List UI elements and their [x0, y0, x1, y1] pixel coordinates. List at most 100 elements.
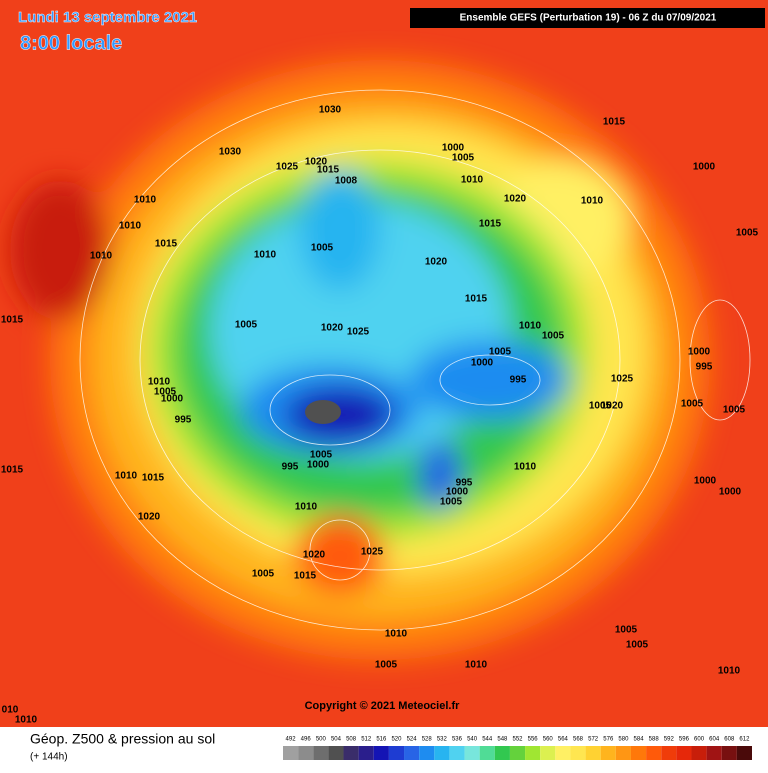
- scale-label: 580: [618, 737, 629, 743]
- scale-swatch: [373, 746, 389, 760]
- scale-swatch: [555, 746, 571, 760]
- scale-label: 588: [649, 737, 660, 743]
- scale-label: 596: [679, 737, 690, 743]
- scale-swatch: [585, 746, 601, 760]
- scale-label: 568: [573, 737, 584, 743]
- isobar-label: 1015: [1, 315, 24, 326]
- scale-label: 604: [709, 737, 720, 743]
- isobar-label: 1000: [688, 347, 711, 358]
- scale-swatch: [434, 746, 450, 760]
- scale-swatch: [630, 746, 647, 760]
- scale-swatch: [479, 746, 495, 760]
- scale-label: 528: [422, 737, 433, 743]
- scale-label: 552: [512, 737, 523, 743]
- isobar-label: 1005: [626, 640, 649, 651]
- scale-swatch: [706, 746, 722, 760]
- map-field: [0, 0, 768, 727]
- isobar-label: 1020: [321, 323, 344, 334]
- isobar-label: 1030: [219, 147, 242, 158]
- scale-label: 548: [497, 737, 508, 743]
- isobar-label: 995: [282, 462, 299, 473]
- isobar-label: 1005: [252, 569, 275, 580]
- scale-label: 556: [528, 737, 539, 743]
- isobar-label: 1005: [452, 153, 475, 164]
- scale-swatch: [328, 746, 344, 760]
- scale-label: 560: [543, 737, 554, 743]
- scale-label: 592: [664, 737, 675, 743]
- isobar-label: 1005: [681, 399, 704, 410]
- isobar-label: 995: [510, 375, 527, 386]
- scale-label: 540: [467, 737, 478, 743]
- scale-label: 520: [391, 737, 402, 743]
- isobar-label: 1000: [446, 487, 469, 498]
- scale-label: 572: [588, 737, 599, 743]
- isobar-label: 1010: [254, 250, 277, 261]
- isobar-label: 1005: [375, 660, 398, 671]
- scale-swatch: [691, 746, 707, 760]
- footer-lead: (+ 144h): [30, 752, 68, 763]
- isobar-label: 1005: [311, 243, 334, 254]
- scale-swatch: [388, 746, 405, 760]
- scale-label: 496: [301, 737, 312, 743]
- scale-label: 600: [694, 737, 705, 743]
- isobar-label: 1015: [155, 239, 178, 250]
- isobar-label: 1010: [581, 196, 604, 207]
- isobar-label: 1010: [519, 321, 542, 332]
- copyright: Copyright © 2021 Meteociel.fr: [305, 700, 461, 712]
- isobar-label: 1025: [361, 547, 384, 558]
- scale-swatch: [464, 746, 480, 760]
- isobar-label: 1000: [719, 487, 742, 498]
- isobar-label: 1020: [601, 401, 624, 412]
- scale-swatch: [721, 746, 737, 760]
- isobar-label: 010: [2, 705, 19, 716]
- isobar-label: 1010: [718, 666, 741, 677]
- scale-swatch: [540, 746, 556, 760]
- scale-swatch: [615, 746, 631, 760]
- color-scale: 492 496 500 504 508 512 516 520 524 528 532 536 540 5…: [283, 737, 752, 760]
- isobar-label: 1005: [615, 625, 638, 636]
- scale-label: 504: [331, 737, 342, 743]
- isobar-label: 1020: [305, 157, 328, 168]
- isobar-label: 1015: [142, 473, 165, 484]
- isobar-label: 1010: [295, 502, 318, 513]
- isobar-label: 1000: [161, 394, 184, 405]
- scale-label: 508: [346, 737, 357, 743]
- isobar-label: 1010: [461, 175, 484, 186]
- isobar-label: 1010: [465, 660, 488, 671]
- scale-label: 584: [634, 737, 645, 743]
- isobar-label: 1005: [736, 228, 759, 239]
- scale-label: 564: [558, 737, 569, 743]
- isobar-label: 1010: [15, 715, 38, 726]
- isobar-label: 1005: [589, 401, 612, 412]
- isobar-label: 1015: [479, 219, 502, 230]
- isobar-label: 995: [175, 415, 192, 426]
- scale-swatch: [358, 746, 374, 760]
- isobar-label: 1005: [235, 320, 258, 331]
- isobar-label: 1015: [603, 117, 626, 128]
- date: Lundi 13 septembre 2021: [18, 9, 197, 26]
- scale-swatch: [313, 746, 329, 760]
- scale-swatch: [600, 746, 616, 760]
- scale-swatch: [676, 746, 692, 760]
- isobar-label: 1015: [465, 294, 488, 305]
- isobar-label: 1000: [693, 162, 716, 173]
- scale-label: 544: [482, 737, 493, 743]
- isobar-label: 1025: [347, 327, 370, 338]
- isobar-label: 1025: [611, 374, 634, 385]
- isobar-label: 1025: [276, 162, 299, 173]
- scale-label: 608: [724, 737, 735, 743]
- isobar-label: 1000: [442, 143, 465, 154]
- isobar-label: 1008: [335, 176, 358, 187]
- scale-label: 532: [437, 737, 448, 743]
- isobar-label: 1020: [425, 257, 448, 268]
- scale-swatch: [298, 746, 314, 760]
- scale-swatch: [343, 746, 359, 760]
- isobar-label: 1000: [471, 358, 494, 369]
- isobar-label: 1010: [115, 471, 138, 482]
- isobar-label: 995: [696, 362, 713, 373]
- scale-label: 500: [316, 737, 327, 743]
- scale-swatch: [404, 746, 420, 760]
- isobar-label: 1005: [440, 497, 463, 508]
